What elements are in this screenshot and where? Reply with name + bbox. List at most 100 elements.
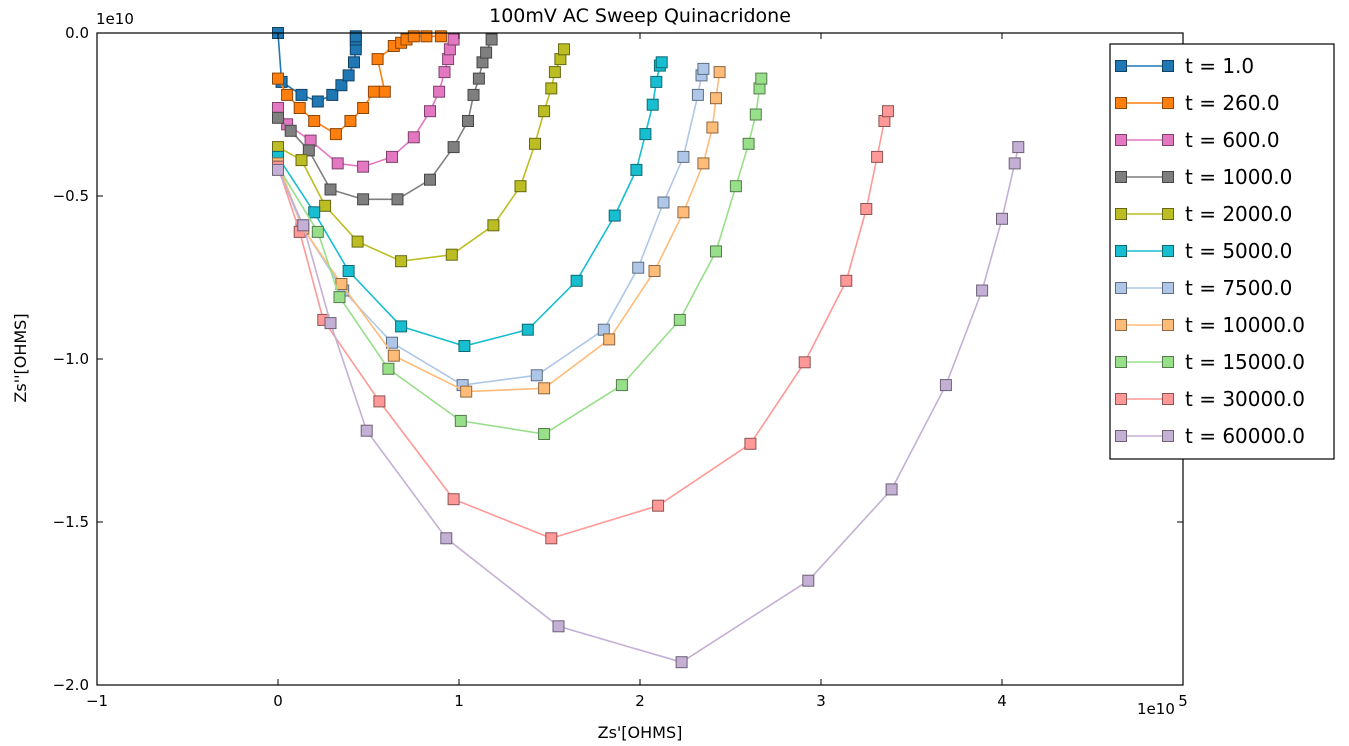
- legend-marker: [1162, 245, 1174, 257]
- series-line: [277, 110, 889, 540]
- legend-item: t = 7500.0: [1115, 276, 1292, 300]
- data-point: [608, 209, 621, 222]
- data-point: [434, 30, 447, 43]
- data-point: [485, 33, 498, 46]
- series-line: [277, 61, 663, 347]
- legend-label: t = 5000.0: [1185, 239, 1292, 263]
- data-point: [373, 395, 386, 408]
- y-offset-label: 1e10: [96, 10, 134, 28]
- data-point: [706, 121, 719, 134]
- data-point: [521, 323, 534, 336]
- data-point: [632, 261, 645, 274]
- data-point: [335, 278, 348, 290]
- x-tick-label: −1: [86, 692, 108, 710]
- data-point: [840, 274, 853, 287]
- data-point: [324, 183, 337, 196]
- legend-item: t = 10000.0: [1115, 313, 1305, 337]
- legend-marker: [1115, 97, 1127, 109]
- x-tick-label: 3: [816, 692, 826, 710]
- data-point: [677, 150, 690, 163]
- y-axis-label: Zs''[OHMS]: [11, 313, 30, 402]
- x-tick-label: 2: [635, 692, 645, 710]
- y-tick-label: 0.0: [65, 24, 89, 42]
- data-point: [1008, 157, 1021, 170]
- data-point: [677, 206, 690, 219]
- data-point: [447, 141, 460, 154]
- data-point: [871, 150, 884, 163]
- legend-marker: [1162, 134, 1174, 146]
- data-point: [293, 102, 306, 114]
- data-point: [371, 53, 384, 66]
- data-point: [360, 424, 373, 437]
- data-point: [802, 574, 815, 587]
- legend-marker: [1115, 208, 1127, 220]
- legend-marker: [1115, 134, 1127, 146]
- data-point: [386, 336, 398, 349]
- y-tick-label: −1.5: [53, 513, 89, 531]
- data-point: [367, 85, 380, 98]
- legend-marker: [1115, 430, 1127, 442]
- legend: t = 1.0 t = 260.0 t = 600.0 t = 1000.0 t = 2…: [1109, 43, 1335, 460]
- data-point: [308, 115, 321, 127]
- legend-marker: [1162, 393, 1174, 405]
- data-point: [885, 483, 898, 496]
- data-point: [395, 320, 408, 333]
- data-point: [538, 382, 551, 395]
- series-5: [272, 56, 668, 352]
- data-point: [480, 46, 493, 59]
- data-point: [342, 69, 355, 82]
- x-offset-label: 1e10: [1137, 700, 1175, 718]
- legend-marker: [1162, 208, 1174, 220]
- legend-label: t = 30000.0: [1185, 387, 1305, 411]
- y-tick-label: −0.5: [53, 187, 89, 205]
- data-point: [378, 85, 391, 98]
- data-point: [570, 274, 583, 287]
- data-point: [650, 75, 663, 88]
- legend-marker: [1115, 319, 1127, 331]
- data-point: [311, 95, 324, 108]
- series-3: [272, 33, 498, 206]
- legend-item: t = 2000.0: [1115, 202, 1292, 226]
- data-point: [407, 30, 420, 43]
- data-point: [433, 85, 446, 98]
- legend-marker: [1162, 430, 1174, 442]
- data-point: [538, 428, 551, 440]
- x-tick-label: 5: [1178, 692, 1188, 710]
- data-point: [860, 203, 873, 215]
- data-point: [552, 620, 565, 633]
- data-point: [335, 79, 348, 92]
- legend-marker: [1162, 97, 1174, 109]
- series-4: [272, 43, 570, 268]
- legend-marker: [1115, 282, 1127, 294]
- data-point: [407, 131, 420, 144]
- data-point: [749, 108, 762, 121]
- legend-marker: [1115, 356, 1127, 368]
- data-point: [487, 219, 500, 232]
- data-point: [697, 62, 710, 75]
- data-point: [710, 92, 722, 105]
- data-point: [538, 105, 551, 118]
- legend-item: t = 260.0: [1115, 91, 1280, 115]
- data-point: [744, 437, 757, 450]
- legend-item: t = 60000.0: [1115, 424, 1305, 448]
- series-line: [277, 146, 1020, 664]
- data-point: [382, 362, 395, 375]
- data-point: [755, 72, 768, 85]
- data-point: [646, 98, 659, 111]
- data-point: [673, 313, 686, 326]
- data-point: [326, 88, 339, 101]
- data-point: [281, 88, 294, 101]
- data-point: [729, 180, 742, 193]
- data-point: [976, 284, 989, 297]
- data-point: [615, 379, 628, 392]
- legend-marker: [1115, 171, 1127, 183]
- data-point: [357, 160, 370, 173]
- data-point: [548, 66, 561, 79]
- data-point: [652, 499, 665, 512]
- data-point: [558, 43, 570, 56]
- data-point: [324, 317, 337, 330]
- data-point: [630, 163, 643, 176]
- legend-label: t = 1000.0: [1185, 165, 1292, 189]
- data-point: [272, 72, 284, 85]
- series-2: [272, 33, 460, 173]
